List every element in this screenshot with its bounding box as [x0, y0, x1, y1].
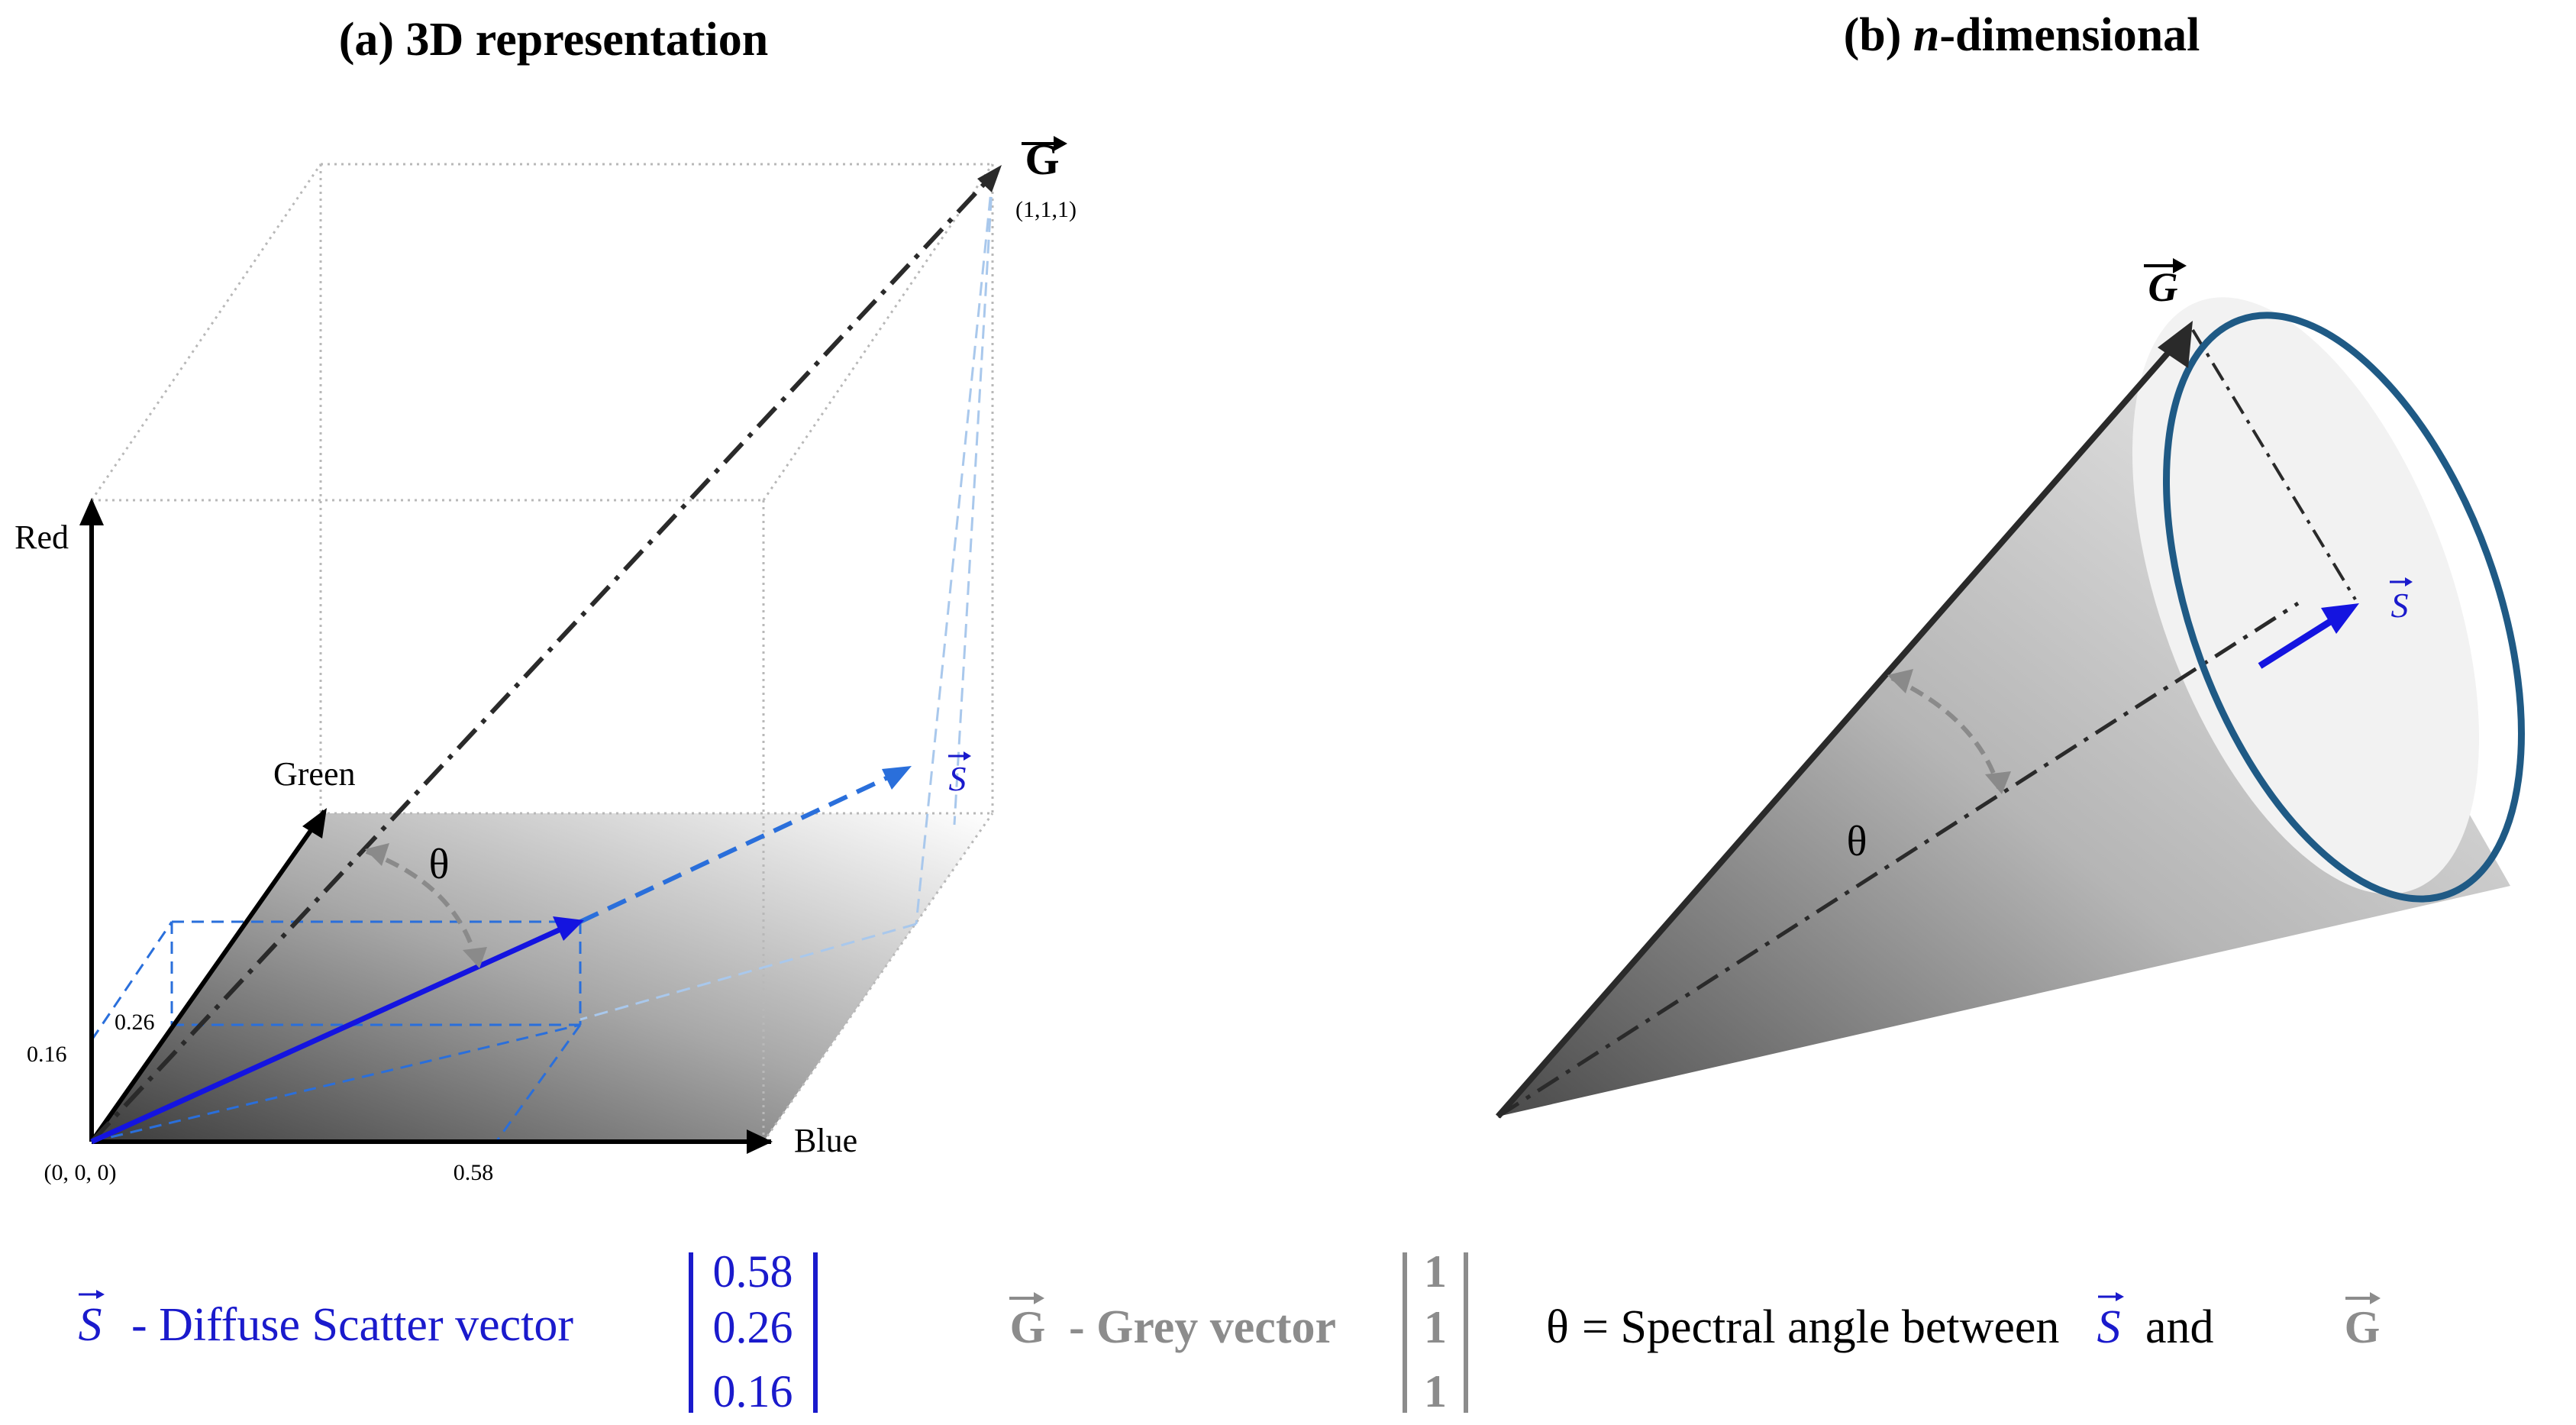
grey-vector-g-b-head — [2158, 321, 2193, 368]
axis-heads — [79, 498, 773, 1154]
theta-label-b: θ — [1847, 818, 1867, 865]
panel-b-title-italic: n — [1913, 9, 1939, 61]
angle-arc-head-bottom — [463, 947, 487, 968]
vector-s-label-b: S — [2390, 577, 2413, 625]
tick-green: 0.26 — [115, 1010, 155, 1035]
angle-arc-b — [1890, 676, 2001, 789]
vector-g-label-a: G — [1022, 134, 1067, 184]
panel-b-title-prefix: (b) — [1844, 9, 1913, 61]
legend-and-text: and — [2145, 1301, 2214, 1353]
legend-g-symbol: G — [1010, 1302, 1046, 1352]
green-axis — [89, 809, 327, 1143]
angle-arc — [365, 849, 479, 965]
legend-s-symbol: S — [79, 1299, 102, 1351]
grey-vector-g — [89, 171, 996, 1144]
cone-base-fill — [2132, 297, 2480, 894]
grey-corner-label: (1,1,1) — [1015, 197, 1077, 222]
origin-label: (0, 0, 0) — [44, 1160, 117, 1185]
cone-ring — [2163, 312, 2525, 903]
blue-axis-label: Blue — [794, 1122, 857, 1159]
angle-arc-b-head-bottom — [1985, 771, 2011, 794]
grey-vector-g-head — [977, 165, 1002, 192]
tick-red: 0.16 — [27, 1042, 67, 1067]
unit-cube — [90, 163, 994, 1142]
legend-g-value-0: 1 — [1424, 1246, 1447, 1297]
tick-blue: 0.58 — [454, 1160, 494, 1185]
legend-theta-text: = Spectral angle between — [1582, 1301, 2059, 1353]
scatter-construction-lines — [90, 920, 582, 1143]
scatter-vector-s — [90, 923, 570, 1145]
cone-radius — [2191, 328, 2357, 601]
panel-b-title-suffix: -dimensional — [1939, 9, 2200, 61]
scatter-vector-s-b-head — [2321, 603, 2359, 634]
panel-a: (a) 3D representation — [15, 14, 1077, 1185]
legend-s-value-0: 0.58 — [713, 1246, 793, 1297]
legend-theta-s-symbol: S — [2097, 1301, 2121, 1353]
red-axis-label: Red — [15, 519, 69, 556]
panel-a-title: (a) 3D representation — [339, 14, 769, 66]
angle-arc-head-top — [365, 843, 389, 866]
floor-plane — [92, 813, 993, 1142]
vector-s-label-a: S — [948, 751, 971, 798]
legend-g-text: - Grey vector — [1069, 1301, 1336, 1353]
scatter-vector-s-head — [553, 916, 584, 941]
vector-g-symbol-a: G — [1025, 134, 1059, 184]
legend-theta-g-symbol: G — [2345, 1302, 2381, 1352]
grey-vector-g-b — [1495, 340, 2181, 1119]
legend-s-value-2: 0.16 — [713, 1366, 793, 1417]
legend-grey: G - Grey vector 1 1 1 — [1009, 1246, 1468, 1417]
scatter-extension-head — [882, 766, 912, 790]
vector-g-label-b: G — [2144, 258, 2187, 310]
grey-corner-projection — [579, 175, 994, 1021]
angle-arc-b-head-top — [1887, 669, 1913, 693]
axes — [89, 502, 772, 1145]
cone-axis — [1496, 601, 2300, 1119]
panel-b-title: (b) n-dimensional — [1844, 9, 2200, 61]
legend: S - Diffuse Scatter vector 0.58 0.26 0.1… — [79, 1246, 2381, 1417]
legend-scatter: S - Diffuse Scatter vector 0.58 0.26 0.1… — [79, 1246, 818, 1417]
green-axis-label: Green — [273, 755, 356, 793]
vector-s-symbol-b: S — [2391, 586, 2409, 625]
legend-theta-symbol: θ — [1546, 1301, 1569, 1353]
vector-g-symbol-b: G — [2148, 264, 2178, 310]
legend-g-value-1: 1 — [1424, 1302, 1447, 1352]
legend-s-value-1: 0.26 — [713, 1302, 793, 1352]
theta-label-a: θ — [429, 841, 450, 888]
panel-b: (b) n-dimensional θ G S — [1495, 9, 2525, 1119]
scatter-vector-s-b — [2258, 615, 2339, 669]
vector-s-symbol-a: S — [949, 759, 967, 798]
legend-s-text: - Diffuse Scatter vector — [131, 1299, 573, 1351]
legend-g-value-2: 1 — [1424, 1366, 1447, 1417]
legend-theta: θ = Spectral angle between S and G — [1546, 1292, 2381, 1353]
